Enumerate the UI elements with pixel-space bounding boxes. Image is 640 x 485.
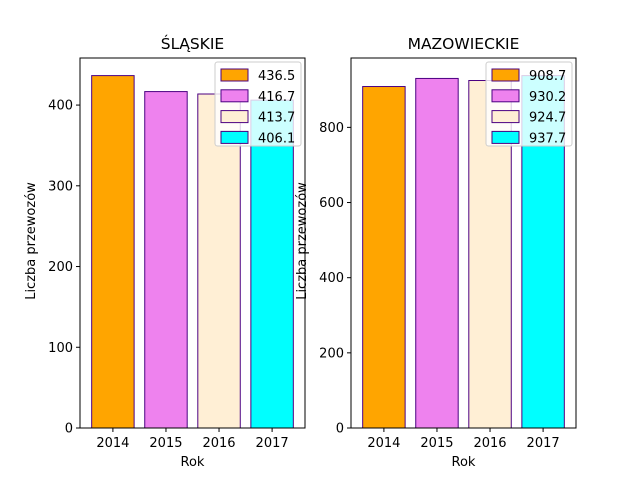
legend-label: 406.1 <box>258 131 295 146</box>
legend-label: 413.7 <box>258 111 295 126</box>
legend-label: 416.7 <box>258 90 295 105</box>
x-tick-label: 2016 <box>202 436 235 451</box>
plot-frame <box>79 57 306 429</box>
legend-swatch <box>220 110 249 124</box>
chart-panel-2: 2014 2015 2016 2017 0 200 400 600 800 MAZOWIECKIE… <box>295 35 577 470</box>
legend-label: 436.5 <box>258 69 295 84</box>
bar <box>197 93 241 429</box>
y-tick-label: 200 <box>319 346 344 361</box>
chart-title: ŚLĄSKIE <box>161 34 224 53</box>
y-axis-label: Liczba przewozów <box>295 182 310 300</box>
bar <box>250 99 294 429</box>
legend-swatch <box>491 130 520 144</box>
legend-box <box>214 61 302 147</box>
y-tick-label: 600 <box>319 196 344 211</box>
legend-label: 908.7 <box>529 69 566 84</box>
y-tick-label: 400 <box>48 99 73 114</box>
x-tick-label: 2017 <box>256 436 289 451</box>
chart-panel-1: 2014 2015 2016 2017 0 100 200 300 400 ŚLĄSKIE Rok L… <box>24 34 306 470</box>
x-tick-label: 2016 <box>473 436 506 451</box>
legend-label: 930.2 <box>529 90 566 105</box>
x-tick-label: 2014 <box>367 436 400 451</box>
y-tick-label: 300 <box>48 179 73 194</box>
legend-label: 924.7 <box>529 111 566 126</box>
legend: 436.5 416.7 413.7 406.1 <box>214 61 302 147</box>
plot-frame <box>350 57 577 429</box>
bar <box>144 91 188 429</box>
legend-swatch <box>220 68 249 82</box>
legend-swatch <box>220 130 249 144</box>
chart-title: MAZOWIECKIE <box>408 35 520 53</box>
legend-swatch <box>220 89 249 103</box>
bar <box>91 75 135 429</box>
y-tick-label: 800 <box>319 121 344 136</box>
bar <box>362 86 406 429</box>
x-axis-label: Rok <box>452 455 476 470</box>
legend-box <box>485 61 573 147</box>
y-tick-label: 0 <box>65 422 73 437</box>
legend-swatch <box>491 68 520 82</box>
legend-label: 937.7 <box>529 131 566 146</box>
y-tick-label: 400 <box>319 271 344 286</box>
legend: 908.7 930.2 924.7 937.7 <box>485 61 573 147</box>
x-tick-label: 2014 <box>96 436 129 451</box>
x-axis-label: Rok <box>181 455 205 470</box>
legend-swatch <box>491 110 520 124</box>
x-tick-label: 2017 <box>527 436 560 451</box>
bar <box>415 77 459 429</box>
y-tick-label: 0 <box>336 422 344 437</box>
x-tick-label: 2015 <box>149 436 182 451</box>
y-tick-label: 200 <box>48 260 73 275</box>
x-tick-label: 2015 <box>420 436 453 451</box>
legend-swatch <box>491 89 520 103</box>
y-axis-label: Liczba przewozów <box>24 182 39 300</box>
y-tick-label: 100 <box>48 341 73 356</box>
